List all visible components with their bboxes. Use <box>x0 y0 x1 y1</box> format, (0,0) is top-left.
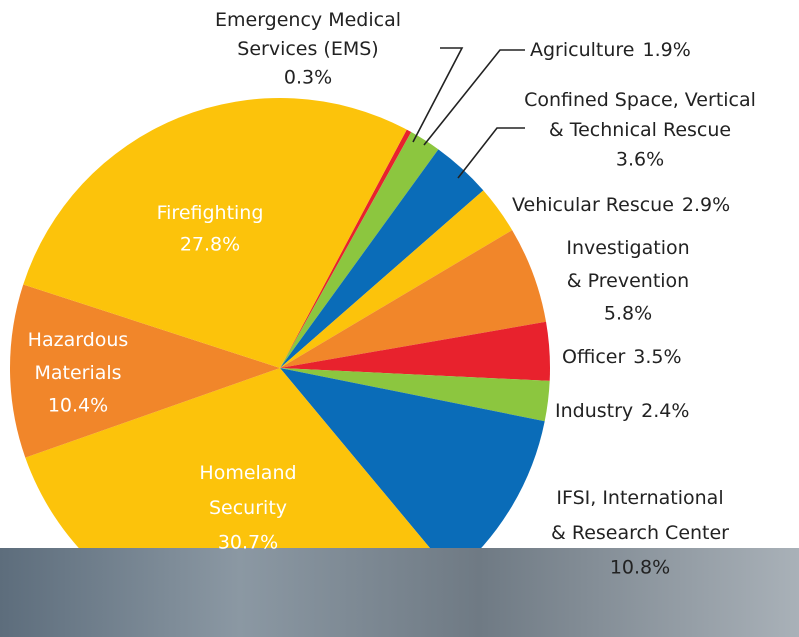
chart: Emergency Medical Services (EMS) 0.3% Agric… <box>0 0 799 637</box>
category-label: Investigation & Prevention <box>566 237 689 292</box>
category-label: Agriculture <box>530 39 635 61</box>
slice-label: Industry 2.4% <box>555 400 689 422</box>
value-label: 10.4% <box>48 395 108 417</box>
category-line: Services (EMS) <box>237 38 378 60</box>
category-line: & Prevention <box>567 270 689 292</box>
category-line: Emergency Medical <box>215 9 401 31</box>
value-label: 27.8% <box>180 234 240 256</box>
value-label: 1.9% <box>643 39 691 61</box>
leader-line <box>458 128 525 178</box>
category-line: Firefighting <box>157 202 264 224</box>
slice-label: Vehicular Rescue 2.9% <box>512 194 730 216</box>
category-line: Materials <box>34 362 121 384</box>
category-line: Security <box>209 497 287 519</box>
value-label: 2.4% <box>641 400 689 422</box>
category-line: IFSI, International <box>556 487 723 509</box>
value-label: 30.7% <box>218 532 278 554</box>
category-label: Emergency Medical Services (EMS) <box>215 9 401 60</box>
category-label: Confined Space, Vertical & Technical Resc… <box>524 89 756 141</box>
category-label: Officer <box>562 346 625 368</box>
value-label: 3.6% <box>616 149 664 171</box>
page: {"chart_data": {"type": "pie", "categori… <box>0 0 799 637</box>
category-line: & Research Center <box>551 522 729 544</box>
photo-strip <box>0 548 799 637</box>
category-line: Investigation <box>566 237 689 259</box>
leader-line <box>424 50 525 145</box>
category-label: Vehicular Rescue <box>512 194 674 216</box>
category-line: Hazardous <box>28 329 129 351</box>
slice-label: Agriculture 1.9% <box>530 39 691 61</box>
value-label: 3.5% <box>633 346 681 368</box>
value-label: 2.9% <box>682 194 730 216</box>
category-line: Confined Space, Vertical <box>524 89 756 111</box>
value-label: 0.3% <box>284 67 332 89</box>
category-label: Industry <box>555 400 633 422</box>
value-label: 5.8% <box>604 303 652 325</box>
category-label: Firefighting <box>157 202 264 224</box>
category-label: IFSI, International & Research Center <box>551 487 729 544</box>
category-line: Homeland <box>199 462 296 484</box>
category-line: & Technical Rescue <box>549 119 731 141</box>
value-label: 10.8% <box>610 557 670 579</box>
slice-label: Officer 3.5% <box>562 346 682 368</box>
